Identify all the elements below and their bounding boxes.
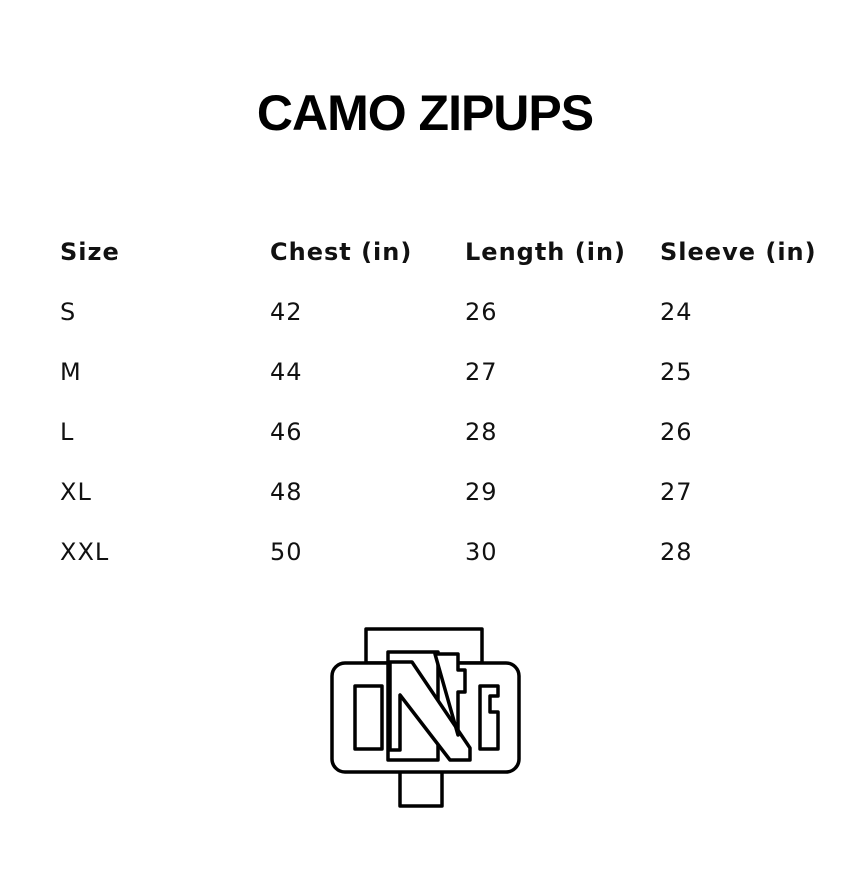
page-title: CAMO ZIPUPS: [256, 85, 594, 141]
cell-length: 26: [465, 298, 498, 326]
cell-sleeve: 27: [660, 478, 693, 506]
cell-sleeve: 24: [660, 298, 693, 326]
cell-size: XXL: [60, 538, 110, 566]
cell-chest: 48: [270, 478, 303, 506]
header-size: Size: [60, 238, 120, 266]
cell-size: S: [60, 298, 77, 326]
cell-size: XL: [60, 478, 92, 506]
cell-length: 30: [465, 538, 498, 566]
ontg-logo: [330, 627, 521, 808]
cell-sleeve: 25: [660, 358, 693, 386]
cell-chest: 50: [270, 538, 303, 566]
cell-chest: 42: [270, 298, 303, 326]
header-length: Length (in): [465, 238, 626, 266]
header-chest: Chest (in): [270, 238, 413, 266]
cell-sleeve: 26: [660, 418, 693, 446]
cell-size: M: [60, 358, 82, 386]
cell-sleeve: 28: [660, 538, 693, 566]
cell-size: L: [60, 418, 75, 446]
cell-chest: 46: [270, 418, 303, 446]
cell-length: 28: [465, 418, 498, 446]
cell-length: 29: [465, 478, 498, 506]
header-sleeve: Sleeve (in): [660, 238, 817, 266]
cell-chest: 44: [270, 358, 303, 386]
cell-length: 27: [465, 358, 498, 386]
